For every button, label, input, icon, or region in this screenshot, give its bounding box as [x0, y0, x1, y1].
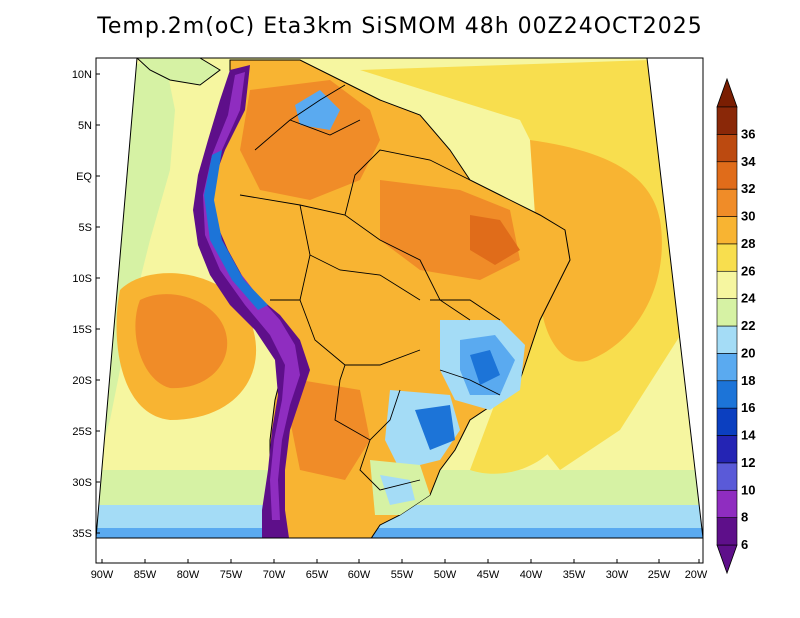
colorbar-segment	[716, 435, 738, 464]
colorbar-label: 32	[741, 181, 755, 196]
lon-label-90w: 90W	[91, 569, 114, 581]
colorbar-label: 16	[741, 400, 755, 415]
lon-label-75w: 75W	[220, 569, 243, 581]
axes-box	[95, 57, 704, 564]
lon-label-35w: 35W	[563, 569, 586, 581]
colorbar-segment	[716, 216, 738, 245]
lon-label-30w: 30W	[606, 569, 629, 581]
lat-label-10n: 10N	[72, 69, 92, 81]
ocean-hot-atlantic	[530, 140, 662, 362]
lat-label-25s: 25S	[72, 426, 92, 438]
colorbar-label: 34	[741, 154, 756, 169]
colorbar-segment	[716, 407, 738, 436]
lon-label-40w: 40W	[520, 569, 543, 581]
lat-label-30s: 30S	[72, 477, 92, 489]
colorbar-segment	[716, 188, 738, 217]
lat-label-5n: 5N	[78, 120, 92, 132]
lon-label-70w: 70W	[263, 569, 286, 581]
colorbar-label: 28	[741, 236, 755, 251]
ocean-warm-south-atlantic	[470, 388, 560, 474]
colorbar-segment	[716, 325, 738, 354]
colorbar-segment	[716, 134, 738, 163]
colorbar-segment	[716, 298, 738, 327]
lat-label-15s: 15S	[72, 324, 92, 336]
colorbar-label: 22	[741, 318, 755, 333]
lon-label-80w: 80W	[177, 569, 200, 581]
colorbar-label: 8	[741, 510, 748, 525]
colorbar-segment	[716, 243, 738, 272]
colorbar-segment	[716, 380, 738, 409]
lon-label-60w: 60W	[348, 569, 371, 581]
colorbar-label: 36	[741, 126, 755, 141]
south-america-landmass	[135, 58, 571, 538]
lon-label-55w: 55W	[391, 569, 414, 581]
colorbar-label: 10	[741, 482, 755, 497]
lat-label-20s: 20S	[72, 375, 92, 387]
colorbar-under-arrow	[716, 544, 738, 575]
colorbar-segment	[716, 161, 738, 190]
colorbar-label: 12	[741, 455, 755, 470]
lon-label-25w: 25W	[648, 569, 671, 581]
colorbar-label: 26	[741, 263, 755, 278]
lat-label-eq: EQ	[76, 171, 92, 183]
colorbar-segment	[716, 270, 738, 299]
lon-label-50w: 50W	[434, 569, 457, 581]
colorbar-label: 18	[741, 373, 755, 388]
longitude-axis: 90W 85W 80W 75W 70W 65W 60W 55W 50W 45W …	[91, 559, 708, 581]
colorbar-label: 6	[741, 537, 748, 552]
lon-label-65w: 65W	[306, 569, 329, 581]
lat-label-5s: 5S	[79, 222, 92, 234]
ocean-coldest-south	[96, 528, 703, 538]
lon-label-20w: 20W	[685, 569, 708, 581]
lon-label-45w: 45W	[477, 569, 500, 581]
lat-label-10s: 10S	[72, 273, 92, 285]
latitude-axis: 10N 5N EQ 5S 10S 15S 20S 25S 30S 35S	[72, 69, 100, 540]
country-borders	[239, 84, 501, 491]
ocean-hot-pacific	[135, 294, 228, 389]
colorbar-label: 30	[741, 209, 755, 224]
lat-label-35s: 35S	[72, 528, 92, 540]
lon-label-85w: 85W	[134, 569, 157, 581]
colorbar: 6 8 10 12 14 16 18 20 22 24 26 28 30 32 34 36	[716, 77, 756, 575]
colorbar-segment	[716, 462, 738, 491]
colorbar-label: 24	[741, 291, 756, 306]
colorbar-segment	[716, 517, 738, 546]
colorbar-segment	[716, 106, 738, 135]
colorbar-segment	[716, 489, 738, 518]
colorbar-label: 20	[741, 345, 755, 360]
colorbar-segment	[716, 353, 738, 382]
map-title: Temp.2m(oC) Eta3km SiSMOM 48h 00Z24OCT20…	[97, 14, 703, 39]
colorbar-label: 14	[741, 428, 756, 443]
colorbar-over-arrow	[716, 77, 738, 108]
